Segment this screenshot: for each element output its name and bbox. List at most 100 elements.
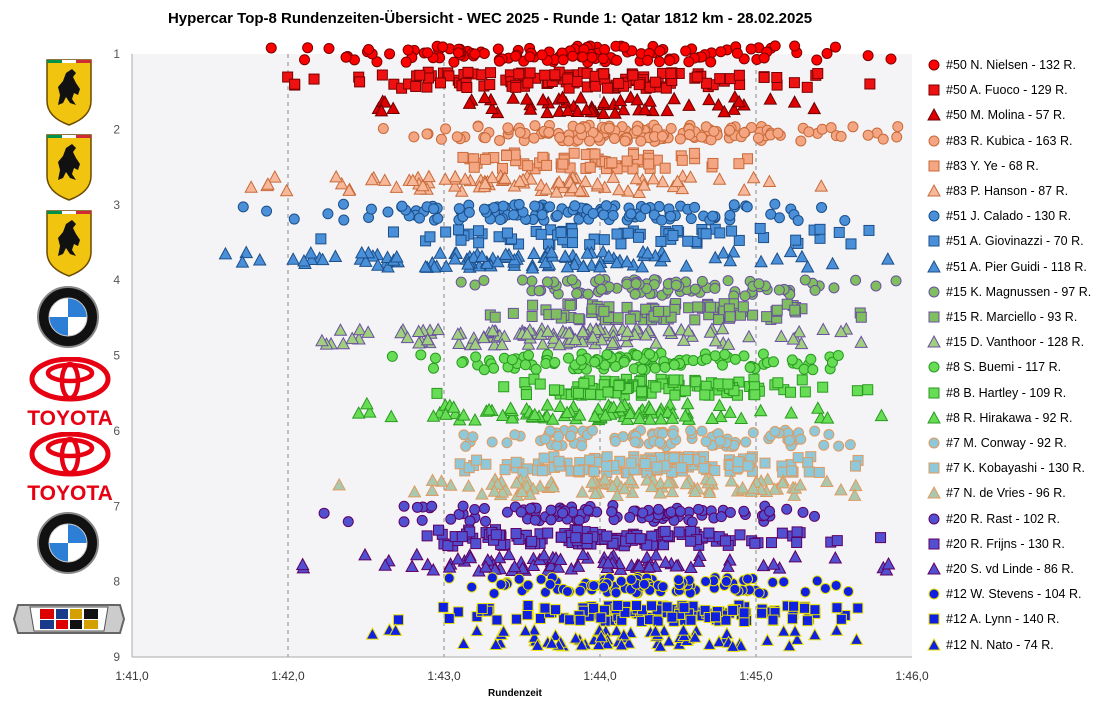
lap-point: [650, 381, 662, 393]
lap-point: [431, 322, 445, 336]
lap-point: [564, 614, 576, 626]
lap-point: [784, 405, 799, 419]
lap-point: [769, 425, 781, 437]
lap-point: [823, 429, 835, 441]
lap-point: [560, 405, 574, 419]
lap-point: [747, 427, 759, 439]
lap-point: [727, 604, 739, 616]
lap-point: [582, 504, 594, 516]
lap-point: [560, 103, 575, 117]
lap-point: [304, 252, 319, 266]
lap-point: [752, 132, 764, 144]
legend-marker: [928, 210, 940, 222]
lap-point: [758, 232, 770, 244]
lap-point: [657, 581, 669, 593]
legend-label: #83 R. Kubica - 163 R.: [946, 133, 1073, 148]
lap-point: [811, 401, 825, 414]
toyota-wordmark: TOYOTA: [27, 482, 113, 504]
lap-point: [776, 527, 788, 539]
legend-marker: [928, 462, 940, 474]
lap-point: [809, 425, 821, 437]
lap-point: [478, 203, 490, 215]
lap-point: [795, 135, 807, 147]
lap-point: [713, 378, 725, 390]
lap-point: [490, 529, 502, 541]
lap-point: [218, 246, 233, 260]
lap-point: [644, 348, 656, 360]
lap-point: [705, 411, 719, 424]
lap-point: [538, 255, 553, 269]
lap-point: [244, 180, 258, 193]
lap-point: [527, 622, 542, 636]
lap-point: [678, 602, 690, 614]
lap-point: [790, 632, 805, 645]
lap-point: [892, 121, 904, 133]
lap-point: [425, 483, 439, 496]
lap-point: [733, 69, 745, 81]
lap-point: [776, 624, 791, 637]
series-car15-circle: [455, 273, 902, 302]
lap-point: [747, 309, 759, 321]
lap-point: [792, 324, 806, 338]
lap-point: [568, 147, 580, 159]
lap-point: [551, 209, 563, 221]
lap-point: [508, 209, 520, 221]
lap-point: [438, 407, 453, 420]
lap-point: [456, 531, 468, 543]
lap-point: [598, 305, 610, 317]
lap-point: [588, 466, 600, 478]
legend-marker: [928, 135, 940, 147]
legend-marker-shape: [928, 311, 940, 323]
series-car12-circle: [443, 571, 854, 600]
lap-point: [479, 153, 491, 165]
lap-point: [825, 122, 837, 134]
lap-point: [581, 532, 593, 544]
lap-point: [543, 126, 555, 138]
lap-point: [525, 260, 540, 274]
lap-point: [832, 349, 844, 361]
legend-label: #20 R. Rast - 102 R.: [946, 511, 1060, 526]
toyota-wordmark: TOYOTA: [27, 407, 113, 429]
lap-point: [315, 233, 327, 245]
lap-point: [469, 279, 481, 291]
lap-point: [621, 155, 633, 167]
lap-point: [632, 185, 647, 199]
lap-point: [529, 200, 541, 212]
lap-point: [767, 614, 779, 626]
lap-point: [601, 249, 616, 262]
series-car50-circle: [265, 40, 897, 68]
lap-point: [457, 500, 469, 512]
lap-point: [623, 472, 638, 486]
lap-point: [476, 330, 491, 344]
lap-point: [488, 637, 503, 651]
lap-point: [665, 484, 680, 498]
lap-point: [526, 535, 538, 547]
lap-point: [584, 161, 596, 173]
lap-point: [555, 90, 570, 104]
lap-point: [509, 429, 521, 441]
legend-marker: [928, 59, 940, 71]
lap-point: [818, 439, 830, 451]
series-car8-triangle: [351, 396, 889, 426]
lap-point: [425, 473, 440, 486]
lap-point: [555, 226, 567, 238]
lap-point: [785, 386, 797, 398]
y-tick-label: 8: [113, 575, 120, 589]
lap-point: [523, 102, 538, 115]
lap-point: [361, 325, 375, 338]
lap-point: [400, 330, 415, 344]
lap-point: [575, 324, 590, 338]
lap-point: [767, 576, 779, 588]
lap-point: [673, 526, 685, 538]
legend-marker: [928, 387, 940, 399]
series-car7-circle: [458, 424, 856, 453]
lap-point: [771, 304, 783, 316]
lap-point: [352, 322, 367, 336]
lap-point: [831, 535, 843, 547]
lap-point: [862, 129, 874, 141]
lap-point: [549, 356, 561, 368]
lap-point: [598, 581, 610, 593]
lap-point: [754, 222, 766, 234]
lap-point: [252, 252, 267, 266]
lap-point: [588, 602, 600, 614]
